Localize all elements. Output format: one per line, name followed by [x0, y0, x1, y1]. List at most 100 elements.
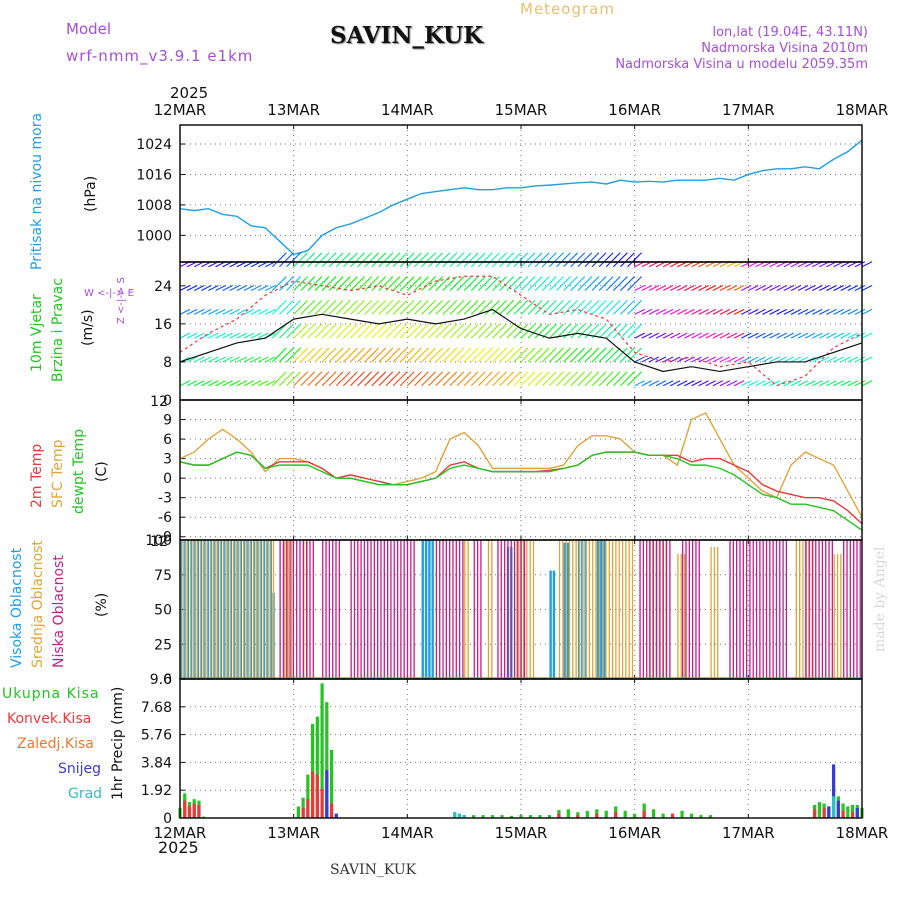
wind-barb: [826, 332, 837, 339]
wind-barb: [598, 371, 614, 387]
cloud-low-bar: [442, 540, 444, 679]
wind-barb: [328, 276, 344, 291]
wind-barb: [584, 347, 600, 363]
wind-barb: [684, 308, 695, 315]
precip-total-bar: [817, 802, 821, 818]
precip-conv-bar: [306, 799, 310, 818]
cloud-low-bar: [818, 540, 820, 679]
cloud-low-bar: [805, 540, 807, 679]
wind-barb: [684, 380, 695, 387]
wind-barb: [769, 308, 780, 315]
wind-barb: [265, 308, 276, 315]
wind-barb: [719, 380, 731, 387]
wind-barb: [698, 332, 709, 339]
wind-barb: [570, 252, 586, 268]
wind-barb: [378, 323, 394, 339]
wind-barb: [492, 371, 507, 387]
model-name: wrf-nmm_v3.9.1 e1km: [66, 47, 254, 65]
wind-barb: [769, 285, 780, 292]
wind-barb: [350, 371, 365, 387]
wind-barb: [698, 356, 709, 363]
wind-barb: [222, 285, 233, 292]
cloud-low-bar: [662, 540, 664, 679]
wind-barb: [314, 347, 330, 363]
cloud-low-bar: [363, 540, 366, 679]
wind-barb: [257, 356, 269, 363]
cloud-low-bar: [642, 540, 645, 679]
wind-barb: [343, 347, 358, 363]
wind-barb: [364, 252, 380, 268]
wind-barb: [378, 347, 394, 363]
cloud-mid-bar: [628, 540, 630, 679]
cloud-mid-bar: [611, 540, 614, 679]
cloud-low-bar: [373, 540, 376, 679]
precip-total-bar: [329, 749, 334, 818]
wind-barb: [769, 332, 780, 339]
wind-barb: [186, 356, 198, 363]
cloud-low-bar: [473, 540, 475, 679]
precip-total-bar: [642, 803, 646, 818]
cloud-low-bar: [289, 540, 291, 679]
wind-barb: [833, 380, 844, 387]
cloud-mid-bar: [840, 553, 842, 679]
cloud-low-bar: [445, 540, 447, 679]
precip-conv-bar: [841, 810, 845, 818]
cloud-low-bar: [765, 540, 768, 679]
wind-barb: [271, 276, 287, 291]
cloud-high-bar: [603, 540, 606, 679]
precip-conv-bar: [813, 809, 817, 818]
wind-barb: [776, 356, 787, 363]
wind-barb: [193, 380, 205, 387]
wind-barb: [307, 323, 323, 339]
precip-total-bar: [481, 815, 485, 818]
wind-barb: [499, 371, 515, 387]
precip-conv-bar: [197, 804, 201, 818]
precip-legend-frz: Zaledj.Kisa: [17, 736, 94, 752]
wind-barb: [271, 323, 287, 339]
precip-legend-total: Ukupna Kisa: [2, 686, 100, 702]
cloud-low-bar: [849, 540, 851, 679]
wind-barb: [641, 380, 653, 387]
wind-barb: [627, 371, 642, 387]
cloud-mid-bar: [717, 546, 719, 679]
wind-barb: [541, 299, 557, 315]
wind-barb: [804, 332, 816, 339]
wind-barb: [783, 380, 795, 387]
wind-barb: [556, 347, 571, 363]
wind-barb: [563, 252, 579, 268]
wind-barb: [414, 252, 429, 268]
precip-total-bar: [472, 815, 476, 818]
cloud-mid-bar: [618, 540, 620, 679]
wind-barb: [371, 371, 387, 387]
wind-barb: [620, 347, 635, 363]
wind-barb: [776, 285, 787, 292]
wind-barb: [641, 285, 653, 292]
wind-barb: [364, 276, 380, 291]
wind-barb: [321, 323, 337, 339]
y-tick-label: 12: [150, 534, 168, 550]
wind-barb: [847, 332, 859, 339]
cloud-mid-bar: [677, 553, 679, 679]
wind-barb: [733, 308, 745, 315]
x-tick-label-bottom: 14MAR: [381, 824, 434, 842]
precip-total-bar: [576, 812, 580, 818]
wind-barb: [662, 285, 674, 292]
cloud-mid-bar: [236, 540, 238, 679]
precip-snow-bar: [325, 770, 329, 818]
wind-barb: [279, 347, 294, 363]
cloud-low-bar: [742, 540, 744, 679]
model-label: Model: [66, 20, 112, 38]
cloud-high-bar: [566, 542, 570, 679]
cloud-low-bar: [815, 540, 817, 679]
wind-barb: [364, 371, 380, 387]
wind-barb: [847, 356, 859, 363]
wind-barb: [840, 380, 851, 387]
wind-barb: [726, 332, 738, 339]
wind-barb: [179, 332, 191, 339]
wind-barb: [755, 285, 766, 292]
wind-barb: [719, 285, 731, 292]
wind-barb: [293, 276, 309, 291]
x-tick-label-top: 16MAR: [608, 101, 661, 119]
precip-grad-bar: [462, 815, 466, 818]
cloud-low-bar: [639, 540, 641, 679]
